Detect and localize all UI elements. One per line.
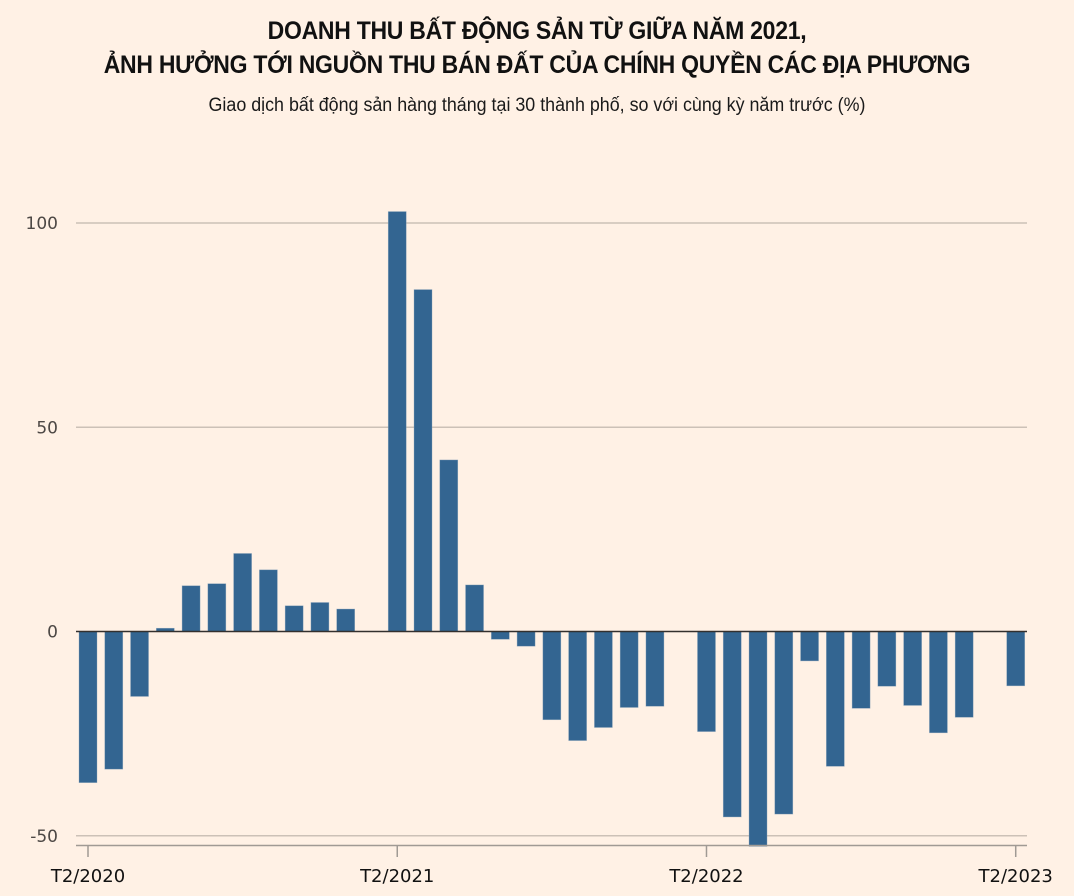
bar (284, 605, 304, 632)
bar (465, 584, 484, 632)
bar (387, 211, 407, 632)
y-tick-label: 0 (47, 623, 58, 643)
bar (439, 459, 459, 632)
bar (130, 631, 149, 697)
bar (594, 631, 613, 728)
bar (104, 631, 124, 770)
y-tick-label: -50 (30, 827, 58, 847)
bar (774, 631, 794, 815)
bar (181, 585, 201, 632)
x-tick-label: T2/2022 (668, 866, 743, 887)
bar (336, 608, 356, 632)
bar-series (78, 211, 1026, 847)
bar (645, 631, 665, 707)
bar (697, 631, 716, 732)
chart-subtitle: Giao dịch bất động sản hàng tháng tại 30… (208, 95, 866, 116)
bar (1006, 631, 1026, 687)
x-tick-label: T2/2020 (50, 866, 125, 887)
bar (310, 602, 330, 632)
chart-title-line-1: DOANH THU BẤT ĐỘNG SẢN TỪ GIỮA NĂM 2021, (267, 17, 807, 45)
bar (722, 631, 742, 818)
bar (954, 631, 974, 718)
bar (233, 553, 252, 632)
y-tick-label: 50 (36, 418, 58, 438)
x-tick-label: T2/2021 (359, 866, 434, 887)
bar (748, 631, 768, 847)
bar (903, 631, 922, 706)
chart-title-line-2: ẢNH HƯỞNG TỚI NGUỒN THU BÁN ĐẤT CỦA CHÍN… (103, 51, 971, 79)
bar (619, 631, 639, 708)
bar (800, 631, 819, 662)
bar (568, 631, 587, 741)
gridlines: 100 50 0 -50 (26, 214, 1027, 847)
bar (78, 631, 98, 783)
bar (207, 583, 227, 632)
bar (516, 631, 536, 647)
x-tick-label: T2/2023 (978, 866, 1053, 887)
bar (542, 631, 562, 721)
bar (259, 569, 278, 632)
bar (413, 289, 433, 632)
y-tick-label: 100 (26, 214, 58, 234)
bar (929, 631, 948, 734)
axes: T2/2020 T2/2021 T2/2022 T2/2023 (50, 630, 1053, 887)
bar (491, 631, 510, 640)
bar (851, 631, 871, 709)
bar (877, 631, 897, 687)
bar (826, 631, 845, 767)
